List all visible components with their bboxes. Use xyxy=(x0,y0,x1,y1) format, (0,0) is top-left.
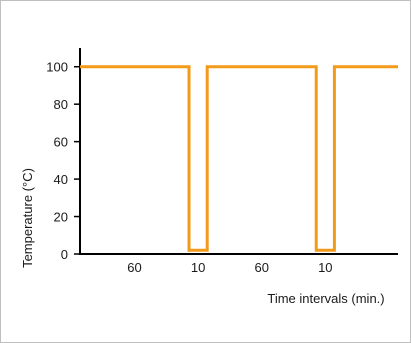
y-ticks: 0 20 40 60 80 100 xyxy=(46,60,80,262)
y-tick-label: 20 xyxy=(54,210,68,225)
x-interval-label: 60 xyxy=(127,260,141,275)
x-interval-labels: 60 10 60 10 xyxy=(127,260,332,275)
series xyxy=(80,65,398,252)
x-interval-label: 60 xyxy=(254,260,268,275)
y-tick-label: 80 xyxy=(54,97,68,112)
y-tick-label: 40 xyxy=(54,172,68,187)
x-interval-label: 10 xyxy=(318,260,332,275)
y-tick-label: 60 xyxy=(54,135,68,150)
y-tick-label: 100 xyxy=(46,60,68,75)
axes xyxy=(79,48,398,255)
x-interval-label: 10 xyxy=(191,260,205,275)
y-axis-label: Temperature (°C) xyxy=(20,168,35,268)
temperature-series-line xyxy=(80,65,398,252)
y-tick-label: 0 xyxy=(61,247,68,262)
x-axis-label: Time intervals (min.) xyxy=(267,291,384,306)
